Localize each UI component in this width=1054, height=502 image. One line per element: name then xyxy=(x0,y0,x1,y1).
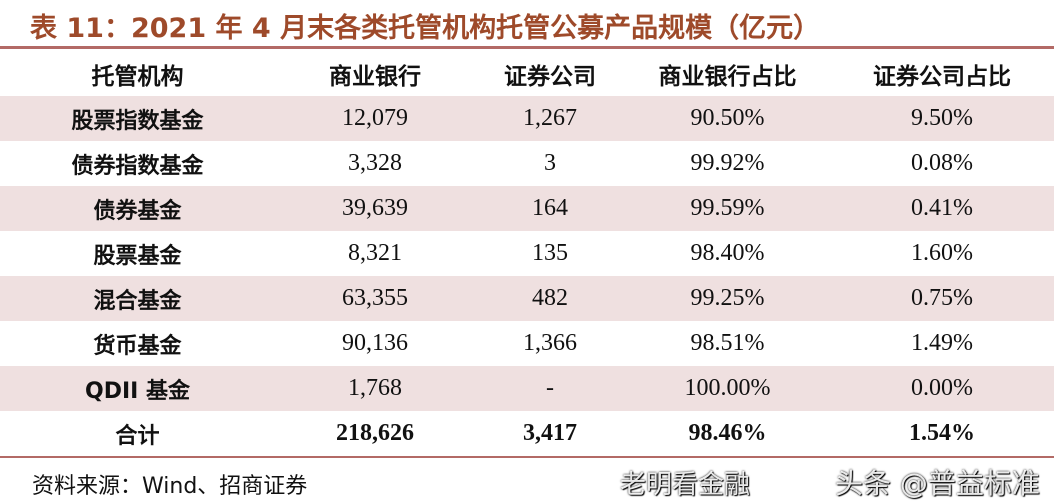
value-cell: 9.50% xyxy=(830,96,1054,141)
value-cell: 164 xyxy=(475,186,625,231)
row-label: 合计 xyxy=(115,423,160,449)
value-cell: 1.54% xyxy=(909,420,975,446)
header-cell: 商业银行 xyxy=(329,63,421,90)
row-label: 债券基金 xyxy=(0,186,275,231)
value-cell: 1,768 xyxy=(275,366,475,411)
row-label: QDII 基金 xyxy=(0,366,275,411)
value-cell: 12,079 xyxy=(275,96,475,141)
value-cell: 98.40% xyxy=(690,240,765,266)
row-label: 混合基金 xyxy=(0,276,275,321)
value-cell: 1.60% xyxy=(911,240,973,266)
table-title: 表 11：2021 年 4 月末各类托管机构托管公募产品规模（亿元） xyxy=(30,13,821,44)
source-note: 资料来源：Wind、招商证券 xyxy=(32,474,308,499)
table-row: 股票指数基金 12,079 1,267 90.50% 9.50% xyxy=(0,96,1054,141)
value-cell: 100.00% xyxy=(625,366,830,411)
value-cell: 99.25% xyxy=(625,276,830,321)
table-row: 股票基金 8,321 135 98.40% 1.60% xyxy=(0,231,1054,276)
value-cell: 3,417 xyxy=(523,420,577,446)
header-cell: 证券公司占比 xyxy=(873,63,1011,90)
value-cell: 90,136 xyxy=(342,330,408,356)
table-row: 债券基金 39,639 164 99.59% 0.41% xyxy=(0,186,1054,231)
row-label: 股票指数基金 xyxy=(0,96,275,141)
watermark: 头条 @普益标准 xyxy=(835,467,1040,500)
value-cell: 98.46% xyxy=(688,420,767,446)
header-cell: 证券公司 xyxy=(504,63,596,90)
header-cell: 托管机构 xyxy=(91,63,184,90)
table-row: 货币基金 90,136 1,366 98.51% 1.49% xyxy=(0,321,1054,366)
value-cell: 99.59% xyxy=(625,186,830,231)
value-cell: 98.51% xyxy=(690,330,765,356)
row-label: 债券指数基金 xyxy=(71,153,204,179)
value-cell: 39,639 xyxy=(275,186,475,231)
value-cell: 63,355 xyxy=(275,276,475,321)
row-label: 货币基金 xyxy=(93,333,182,359)
value-cell: 135 xyxy=(532,240,568,266)
data-table: 托管机构 商业银行 证券公司 商业银行占比 证券公司占比 股票指数基金 12,07… xyxy=(0,51,1054,456)
value-cell: 3 xyxy=(544,150,556,176)
top-rule xyxy=(0,46,1054,49)
value-cell: 0.08% xyxy=(911,150,973,176)
value-cell: 1,267 xyxy=(475,96,625,141)
value-cell: 0.00% xyxy=(830,366,1054,411)
value-cell: - xyxy=(475,366,625,411)
value-cell: 3,328 xyxy=(348,150,402,176)
table-row: 混合基金 63,355 482 99.25% 0.75% xyxy=(0,276,1054,321)
value-cell: 99.92% xyxy=(690,150,765,176)
value-cell: 1.49% xyxy=(911,330,973,356)
value-cell: 0.75% xyxy=(830,276,1054,321)
value-cell: 90.50% xyxy=(625,96,830,141)
row-label: 股票基金 xyxy=(93,243,182,269)
value-cell: 8,321 xyxy=(348,240,402,266)
header-cell: 商业银行占比 xyxy=(658,63,797,90)
table-row: 债券指数基金 3,328 3 99.92% 0.08% xyxy=(0,141,1054,186)
value-cell: 218,626 xyxy=(336,420,414,446)
total-row: 合计 218,626 3,417 98.46% 1.54% xyxy=(0,411,1054,456)
table-row: QDII 基金 1,768-100.00% 0.00% xyxy=(0,366,1054,411)
value-cell: 0.41% xyxy=(830,186,1054,231)
watermark: 老明看金融 xyxy=(620,470,751,500)
bottom-rule xyxy=(0,456,1054,458)
value-cell: 482 xyxy=(475,276,625,321)
header-row: 托管机构 商业银行 证券公司 商业银行占比 证券公司占比 xyxy=(0,51,1054,96)
value-cell: 1,366 xyxy=(523,330,577,356)
